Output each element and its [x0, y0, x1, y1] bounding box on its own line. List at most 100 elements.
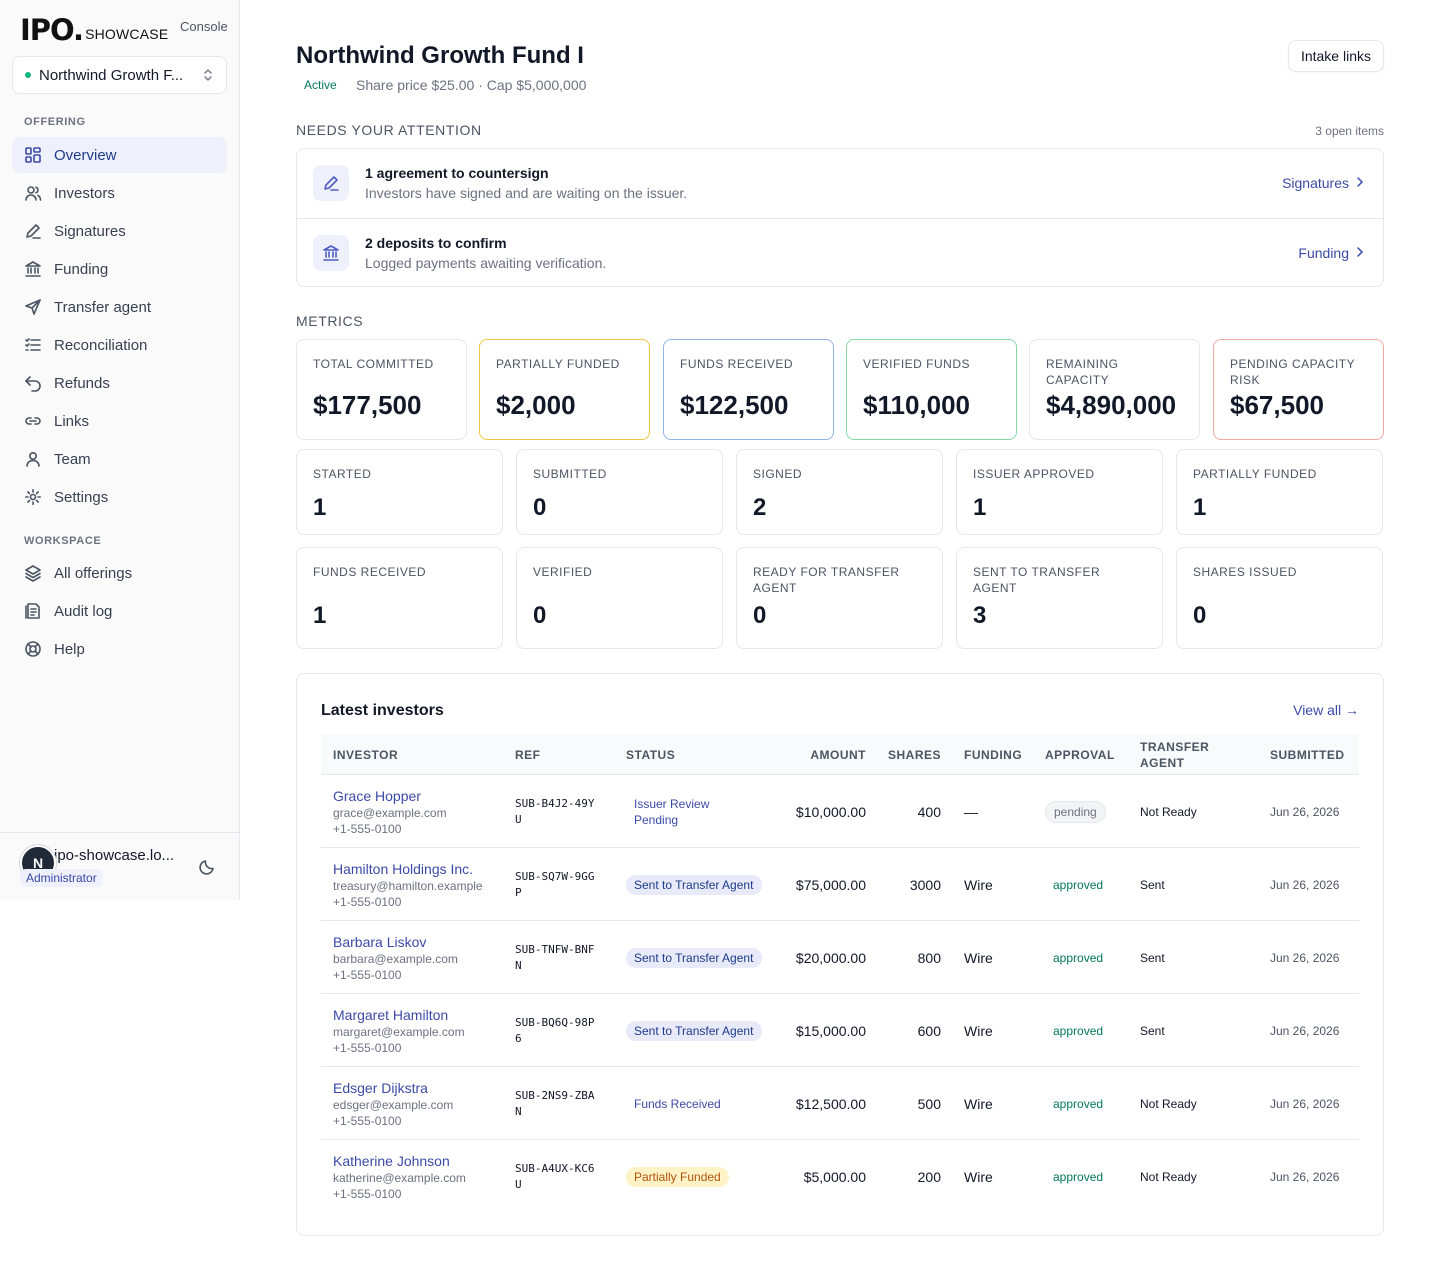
- table-row: Hamilton Holdings Inc. treasury@hamilton.…: [321, 848, 1359, 921]
- signatures-link[interactable]: Signatures: [1282, 175, 1365, 191]
- submitted-cell: Jun 26, 2026: [1270, 775, 1350, 848]
- table-row: Katherine Johnson katherine@example.com +1…: [321, 1140, 1359, 1213]
- user-menu[interactable]: ipo-showcase.lo... N Administrator: [0, 832, 240, 900]
- stat-label: STARTED: [313, 467, 372, 481]
- kpi-label: PARTIALLY FUNDED: [496, 357, 620, 371]
- offering-selector-value: Northwind Growth F...: [39, 66, 184, 84]
- lifebuoy-icon: [24, 640, 42, 658]
- submitted-date: Jun 26, 2026: [1270, 804, 1340, 819]
- status-cell: Partially Funded: [626, 1140, 766, 1213]
- sidebar-item-settings[interactable]: Settings: [12, 479, 227, 515]
- sidebar-item-label: Transfer agent: [54, 298, 151, 316]
- sidebar-item-funding[interactable]: Funding: [12, 251, 227, 287]
- log-icon: [24, 602, 42, 620]
- stat-label: SUBMITTED: [533, 467, 607, 481]
- subscription-ref: SUB-BQ6Q-98P6: [515, 1015, 595, 1045]
- funding-link[interactable]: Funding: [1298, 245, 1365, 261]
- kpi-card: PENDING CAPACITY RISK $67,500: [1213, 339, 1384, 440]
- latest-investors-title: Latest investors: [321, 702, 444, 719]
- offering-selector[interactable]: Northwind Growth F...: [12, 56, 227, 94]
- transfer-agent-status: Sent: [1140, 877, 1165, 892]
- stat-card: SENT TO TRANSFER AGENT 3: [956, 547, 1163, 649]
- sidebar-item-overview[interactable]: Overview: [12, 137, 227, 173]
- view-all-link[interactable]: View all →: [1293, 702, 1359, 718]
- stat-value: 1: [1193, 494, 1207, 521]
- stat-card: STARTED 1: [296, 449, 503, 535]
- amount-cell: $5,000.00: [741, 1140, 866, 1213]
- investor-name-link[interactable]: Edsger Dijkstra: [333, 1079, 428, 1096]
- intake-links-button[interactable]: Intake links: [1287, 40, 1384, 72]
- funding-method: —: [964, 803, 978, 820]
- attention-panel: 1 agreement to countersign Investors hav…: [296, 148, 1384, 287]
- kpi-label: PENDING CAPACITY RISK: [1230, 357, 1355, 387]
- submitted-cell: Jun 26, 2026: [1270, 848, 1350, 921]
- layers-icon: [24, 564, 42, 582]
- kpi-value: $67,500: [1230, 390, 1324, 420]
- table-row: Grace Hopper grace@example.com +1-555-0100…: [321, 775, 1359, 848]
- funding-cell: Wire: [964, 921, 1034, 994]
- kpi-value: $177,500: [313, 390, 422, 420]
- sidebar-item-refunds[interactable]: Refunds: [12, 365, 227, 401]
- metrics-section-title: METRICS: [296, 313, 364, 329]
- bank-icon: [313, 235, 349, 271]
- investor-name-link[interactable]: Grace Hopper: [333, 787, 421, 804]
- status-badge: Issuer Review Pending: [634, 796, 710, 827]
- column-header: SUBMITTED: [1270, 747, 1345, 762]
- investor-email: barbara@example.com: [333, 951, 458, 966]
- kpi-card: FUNDS RECEIVED $122,500: [663, 339, 834, 440]
- kpi-label: TOTAL COMMITTED: [313, 357, 434, 371]
- kpi-value: $2,000: [496, 390, 576, 420]
- stat-label: FUNDS RECEIVED: [313, 565, 427, 579]
- transfer-agent-status: Not Ready: [1140, 804, 1197, 819]
- brand-logo[interactable]: IPO. SHOWCASE: [20, 14, 168, 45]
- amount-cell: $12,500.00: [741, 1067, 866, 1140]
- status-badge: Funds Received: [634, 1096, 721, 1111]
- column-header: REF: [515, 747, 541, 762]
- team-icon: [24, 450, 42, 468]
- investor-email: edsger@example.com: [333, 1097, 454, 1112]
- table-row: Barbara Liskov barbara@example.com +1-555-…: [321, 921, 1359, 994]
- approval-badge: approved: [1053, 877, 1104, 892]
- kpi-value: $4,890,000: [1046, 390, 1177, 420]
- approval-badge: pending: [1045, 800, 1106, 823]
- investor-name-link[interactable]: Katherine Johnson: [333, 1152, 450, 1169]
- kpi-value: $110,000: [863, 390, 971, 420]
- sidebar-item-transfer-agent[interactable]: Transfer agent: [12, 289, 227, 325]
- sidebar-item-signatures[interactable]: Signatures: [12, 213, 227, 249]
- sidebar-item-label: Help: [54, 640, 85, 658]
- sidebar-item-audit-log[interactable]: Audit log: [12, 593, 227, 629]
- sidebar-item-label: Refunds: [54, 374, 110, 392]
- sidebar-item-team[interactable]: Team: [12, 441, 227, 477]
- column-header: TRANSFER AGENT: [1140, 739, 1210, 770]
- submitted-date: Jun 26, 2026: [1270, 1169, 1340, 1184]
- sidebar-item-investors[interactable]: Investors: [12, 175, 227, 211]
- shares-cell: 400: [881, 775, 941, 848]
- kpi-label: VERIFIED FUNDS: [863, 357, 971, 371]
- table-header: INVESTOR REF STATUS AMOUNT SHARES FUNDING APPR…: [321, 734, 1359, 775]
- ref-cell: SUB-TNFW-BNFN: [515, 921, 615, 994]
- transfer-agent-cell: Sent: [1140, 848, 1260, 921]
- investor-name-link[interactable]: Hamilton Holdings Inc.: [333, 860, 474, 877]
- sidebar-item-help[interactable]: Help: [12, 631, 227, 667]
- investor-name-link[interactable]: Barbara Liskov: [333, 933, 427, 950]
- stat-value: 1: [313, 602, 327, 629]
- investor-cell: Katherine Johnson katherine@example.com +1…: [333, 1140, 508, 1213]
- transfer-agent-cell: Not Ready: [1140, 775, 1260, 848]
- stat-card: VERIFIED 0: [516, 547, 723, 649]
- investor-cell: Grace Hopper grace@example.com +1-555-0100: [333, 775, 508, 848]
- amount-value: $10,000.00: [795, 803, 866, 820]
- status-badge: Partially Funded: [626, 1166, 729, 1187]
- column-header: AMOUNT: [810, 747, 866, 762]
- chevron-up-down-icon: [202, 68, 214, 83]
- investor-name-link[interactable]: Margaret Hamilton: [333, 1006, 449, 1023]
- transfer-agent-cell: Not Ready: [1140, 1067, 1260, 1140]
- moon-icon[interactable]: [198, 858, 216, 876]
- sidebar-item-all-offerings[interactable]: All offerings: [12, 555, 227, 591]
- sidebar-item-links[interactable]: Links: [12, 403, 227, 439]
- stat-label: PARTIALLY FUNDED: [1193, 467, 1317, 481]
- funding-cell: Wire: [964, 1140, 1034, 1213]
- sidebar-item-reconciliation[interactable]: Reconciliation: [12, 327, 227, 363]
- stat-card: SHARES ISSUED 0: [1176, 547, 1383, 649]
- stat-value: 2: [753, 494, 767, 521]
- column-header: SHARES: [887, 747, 941, 762]
